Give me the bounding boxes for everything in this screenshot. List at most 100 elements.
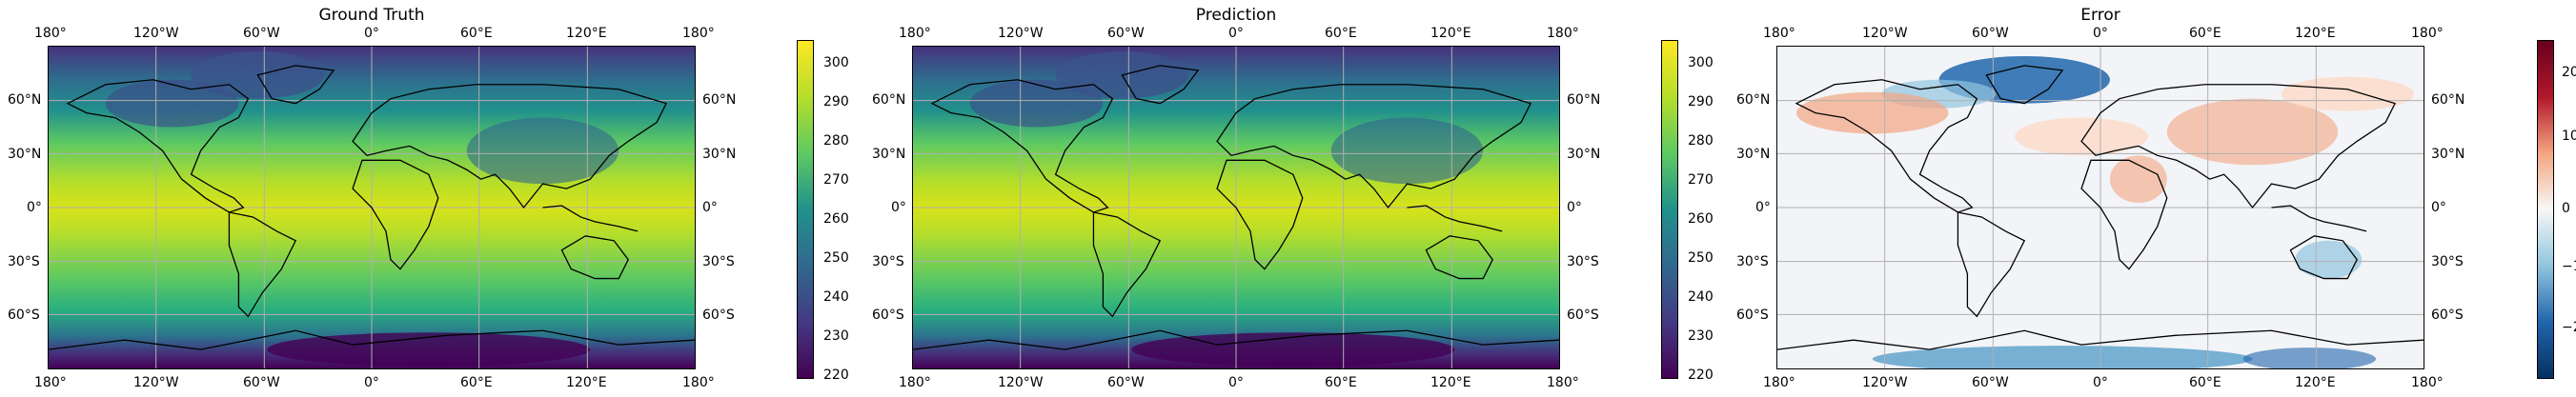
colorbar-tick: 290 bbox=[823, 94, 849, 109]
lon-top-3: 0° bbox=[1228, 26, 1244, 41]
colorbar-tick: 230 bbox=[823, 328, 849, 344]
lon-bottom-3: 0° bbox=[2093, 375, 2108, 390]
panel-title: Prediction bbox=[1195, 6, 1277, 25]
panel-title: Ground Truth bbox=[318, 6, 425, 25]
lat-right-3: 30°S bbox=[1567, 254, 1599, 269]
panel-prediction: Prediction bbox=[864, 0, 1722, 397]
colorbar-tick: 280 bbox=[1688, 133, 1714, 149]
colorbar-tick: 0 bbox=[2562, 201, 2570, 216]
lat-left-3: 30°S bbox=[8, 254, 40, 269]
colorbar-tick: 260 bbox=[1688, 211, 1714, 227]
colorbar-tick: 280 bbox=[823, 133, 849, 149]
colorbar-ground-truth bbox=[797, 40, 814, 379]
lat-right-2: 0° bbox=[1567, 200, 1582, 215]
lon-bottom-1: 120°W bbox=[133, 375, 179, 390]
colorbar-tick: 300 bbox=[1688, 55, 1714, 70]
lon-bottom-2: 60°W bbox=[1972, 375, 2009, 390]
lat-left-2: 0° bbox=[27, 200, 42, 215]
lat-left-4: 60°S bbox=[872, 308, 904, 323]
lat-left-0: 60°N bbox=[8, 92, 42, 108]
lon-top-5: 120°E bbox=[1430, 26, 1471, 41]
lon-top-2: 60°W bbox=[1972, 26, 2009, 41]
lon-top-5: 120°E bbox=[566, 26, 607, 41]
lat-left-3: 30°S bbox=[1736, 254, 1769, 269]
lon-top-3: 0° bbox=[2093, 26, 2108, 41]
colorbar-tick: 220 bbox=[1688, 367, 1714, 383]
colorbar-prediction bbox=[1661, 40, 1678, 379]
lat-right-1: 30°N bbox=[702, 147, 737, 162]
lon-top-3: 0° bbox=[364, 26, 379, 41]
lon-top-0: 180° bbox=[899, 26, 931, 41]
colorbar-tick: 300 bbox=[823, 55, 849, 70]
lon-bottom-5: 120°E bbox=[1430, 375, 1471, 390]
lon-top-2: 60°W bbox=[1107, 26, 1145, 41]
lat-right-0: 60°N bbox=[1567, 92, 1601, 108]
panel-title: Error bbox=[2080, 6, 2120, 25]
lat-right-0: 60°N bbox=[2431, 92, 2465, 108]
lon-bottom-3: 0° bbox=[364, 375, 379, 390]
lat-left-4: 60°S bbox=[1736, 308, 1769, 323]
lon-bottom-6: 180° bbox=[2411, 375, 2444, 390]
map-canvas bbox=[913, 47, 1559, 368]
colorbar-tick: −10 bbox=[2562, 259, 2576, 274]
lon-top-5: 120°E bbox=[2295, 26, 2336, 41]
lon-bottom-2: 60°W bbox=[243, 375, 280, 390]
colorbar-tick: 220 bbox=[823, 367, 849, 383]
lat-left-0: 60°N bbox=[872, 92, 906, 108]
lat-right-4: 60°S bbox=[2431, 308, 2464, 323]
panel-ground-truth: Ground Truth bbox=[0, 0, 858, 397]
lat-left-1: 30°N bbox=[1736, 147, 1771, 162]
lon-bottom-2: 60°W bbox=[1107, 375, 1145, 390]
panel-error: Error bbox=[1729, 0, 2576, 397]
map-error bbox=[1776, 46, 2424, 369]
lon-bottom-4: 60°E bbox=[2189, 375, 2221, 390]
colorbar-tick: 250 bbox=[1688, 250, 1714, 266]
lat-left-3: 30°S bbox=[872, 254, 904, 269]
lat-left-4: 60°S bbox=[8, 308, 40, 323]
lat-right-3: 30°S bbox=[702, 254, 735, 269]
colorbar-tick: 270 bbox=[1688, 172, 1714, 188]
colorbar-tick: 250 bbox=[823, 250, 849, 266]
lat-right-4: 60°S bbox=[1567, 308, 1599, 323]
lon-top-1: 120°W bbox=[133, 26, 179, 41]
lon-top-6: 180° bbox=[682, 26, 715, 41]
lon-top-6: 180° bbox=[2411, 26, 2444, 41]
lon-bottom-6: 180° bbox=[1547, 375, 1579, 390]
lon-bottom-5: 120°E bbox=[2295, 375, 2336, 390]
colorbar-tick: 290 bbox=[1688, 94, 1714, 109]
lon-bottom-4: 60°E bbox=[1325, 375, 1357, 390]
lat-left-2: 0° bbox=[1755, 200, 1771, 215]
lat-left-2: 0° bbox=[891, 200, 906, 215]
lon-top-1: 120°W bbox=[998, 26, 1044, 41]
lat-left-0: 60°N bbox=[1736, 92, 1771, 108]
map-canvas bbox=[1777, 47, 2424, 368]
colorbar-tick: −20 bbox=[2562, 320, 2576, 335]
lon-bottom-1: 120°W bbox=[998, 375, 1044, 390]
colorbar-tick: 270 bbox=[823, 172, 849, 188]
lon-bottom-0: 180° bbox=[34, 375, 67, 390]
lat-right-4: 60°S bbox=[702, 308, 735, 323]
lat-right-1: 30°N bbox=[2431, 147, 2465, 162]
lon-bottom-6: 180° bbox=[682, 375, 715, 390]
lat-right-3: 30°S bbox=[2431, 254, 2464, 269]
lon-top-4: 60°E bbox=[460, 26, 493, 41]
colorbar-tick: 20 bbox=[2562, 65, 2576, 80]
colorbar-tick: 230 bbox=[1688, 328, 1714, 344]
map-canvas bbox=[49, 47, 695, 368]
lon-bottom-1: 120°W bbox=[1862, 375, 1908, 390]
lat-right-2: 0° bbox=[702, 200, 718, 215]
map-ground-truth bbox=[48, 46, 696, 369]
lat-right-0: 60°N bbox=[702, 92, 737, 108]
map-prediction bbox=[912, 46, 1560, 369]
colorbar-tick: 260 bbox=[823, 211, 849, 227]
lon-bottom-5: 120°E bbox=[566, 375, 607, 390]
lon-top-6: 180° bbox=[1547, 26, 1579, 41]
lon-bottom-0: 180° bbox=[1763, 375, 1795, 390]
lon-top-4: 60°E bbox=[2189, 26, 2221, 41]
colorbar-error bbox=[2537, 40, 2554, 379]
lon-bottom-3: 0° bbox=[1228, 375, 1244, 390]
lat-left-1: 30°N bbox=[872, 147, 906, 162]
lat-right-1: 30°N bbox=[1567, 147, 1601, 162]
lon-top-0: 180° bbox=[1763, 26, 1795, 41]
lon-top-1: 120°W bbox=[1862, 26, 1908, 41]
